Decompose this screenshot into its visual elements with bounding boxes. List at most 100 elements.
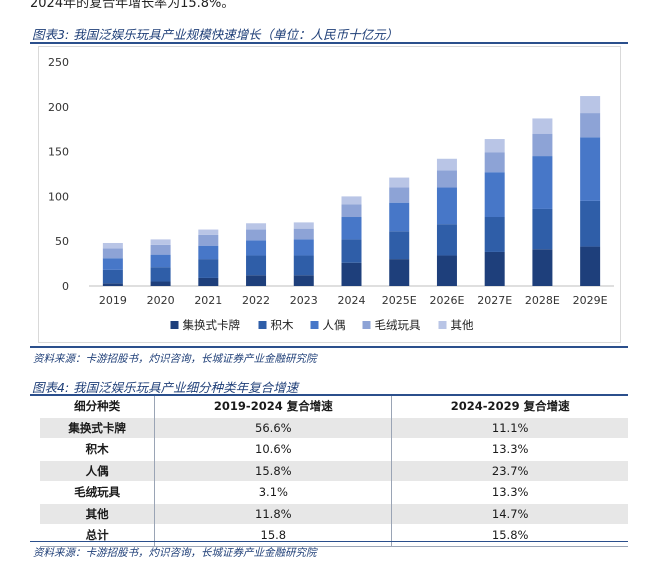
legend-label: 人偶 — [323, 318, 346, 332]
figure3-top-rule — [30, 42, 628, 44]
header-cagr-2024-2029: 2024-2029 复合增速 — [391, 396, 628, 417]
figure4-title: 图表4: 我国泛娱乐玩具产业细分种类年复合增速 — [32, 380, 299, 395]
row-cagr-2019-2024: 15.8% — [154, 459, 392, 482]
legend-swatch — [170, 321, 179, 329]
bar-segment — [341, 262, 362, 286]
bar-segment — [436, 224, 457, 256]
y-tick-label: 50 — [55, 235, 69, 248]
x-tick-label: 2029E — [573, 294, 608, 307]
cut-off-text: 2024年的复合年增长率为15.8%。 — [30, 0, 235, 11]
y-tick-label: 250 — [48, 56, 69, 69]
bar-segment — [436, 158, 457, 171]
bar-segment — [246, 275, 267, 286]
row-cagr-2024-2029: 13.3% — [391, 438, 628, 460]
x-tick-label: 2026E — [429, 294, 464, 307]
row-category: 毛绒玩具 — [40, 481, 155, 503]
y-tick-label: 150 — [48, 146, 69, 159]
bar-segment — [102, 242, 123, 249]
row-cagr-2019-2024: 11.8% — [154, 502, 392, 525]
bar-segment — [102, 269, 123, 284]
legend-label: 毛绒玩具 — [375, 318, 421, 332]
bar-segment — [293, 275, 314, 286]
bar-segment — [532, 156, 553, 209]
x-tick-label: 2021 — [194, 294, 222, 307]
bar-segment — [198, 234, 219, 246]
bar-segment — [532, 133, 553, 157]
bar-segment — [580, 246, 601, 286]
bar-segment — [246, 255, 267, 276]
bar-segment — [198, 277, 219, 286]
bar-segment — [389, 187, 410, 203]
legend-swatch — [310, 321, 319, 329]
bar-segment — [484, 139, 505, 153]
bar-segment — [150, 244, 171, 255]
table-row: 人偶 15.8% 23.7% — [40, 459, 628, 482]
figure4-bottom-rule — [30, 541, 628, 542]
figure4-top-rule — [30, 394, 628, 396]
row-cagr-2024-2029: 23.7% — [391, 459, 628, 482]
row-cagr-2019-2024: 56.6% — [154, 416, 392, 439]
bar-segment — [484, 251, 505, 286]
row-category: 人偶 — [40, 459, 155, 482]
bar-segment — [198, 245, 219, 260]
x-tick-label: 2024 — [338, 294, 366, 307]
bar-segment — [293, 222, 314, 229]
legend-label: 其他 — [451, 318, 474, 332]
bar-segment — [102, 283, 123, 286]
table-row: 积木 10.6% 13.3% — [40, 438, 628, 460]
row-cagr-2019-2024: 15.8 — [154, 524, 392, 547]
bar-segment — [341, 204, 362, 218]
table-header-row: 细分种类 2019-2024 复合增速 2024-2029 复合增速 — [40, 396, 628, 417]
chart-frame: 0 50 100 150 200 250 2019 2020 2021 2022 2023 2024 2… — [38, 46, 621, 343]
bar-segment — [150, 254, 171, 268]
legend-label: 积木 — [271, 318, 294, 332]
row-cagr-2019-2024: 3.1% — [154, 481, 392, 503]
bar-segment — [150, 267, 171, 282]
row-cagr-2019-2024: 10.6% — [154, 438, 392, 460]
row-category: 其他 — [40, 502, 155, 525]
bar-segment — [150, 281, 171, 286]
bar-segment — [198, 229, 219, 235]
legend-label: 集换式卡牌 — [183, 318, 241, 332]
row-cagr-2024-2029: 11.1% — [391, 416, 628, 439]
bar-segment — [150, 239, 171, 245]
bar-segment — [532, 249, 553, 286]
bar-segment — [484, 152, 505, 173]
x-tick-label: 2019 — [99, 294, 127, 307]
bar-segment — [389, 231, 410, 260]
y-tick-label: 200 — [48, 101, 69, 114]
bar-segment — [580, 200, 601, 247]
bar-segment — [293, 255, 314, 276]
bar-segment — [341, 196, 362, 205]
bar-segment — [246, 240, 267, 256]
legend-swatch — [362, 321, 371, 329]
row-category: 积木 — [40, 438, 155, 460]
bar-segment — [246, 223, 267, 230]
legend-swatch — [258, 321, 267, 329]
y-tick-label: 100 — [48, 190, 69, 203]
table-row: 集换式卡牌 56.6% 11.1% — [40, 416, 628, 439]
row-cagr-2024-2029: 15.8% — [391, 524, 628, 547]
bar-segment — [246, 229, 267, 241]
stacked-bar-chart: 0 50 100 150 200 250 2019 2020 2021 2022 2023 2024 2… — [48, 56, 614, 332]
bar-segment — [389, 177, 410, 188]
x-tick-label: 2025E — [382, 294, 417, 307]
y-tick-label: 0 — [62, 280, 69, 293]
row-category: 总计 — [40, 524, 155, 547]
x-tick-label: 2022 — [242, 294, 270, 307]
x-tick-label: 2027E — [477, 294, 512, 307]
table-row: 毛绒玩具 3.1% 13.3% — [40, 481, 628, 503]
bar-segment — [532, 208, 553, 250]
cagr-table: 细分种类 2019-2024 复合增速 2024-2029 复合增速 集换式卡牌… — [40, 396, 628, 547]
bar-segment — [341, 217, 362, 240]
bar-segment — [389, 202, 410, 232]
figure4-source: 资料来源：卡游招股书，灼识咨询，长城证券产业金融研究院 — [33, 547, 317, 559]
row-category: 集换式卡牌 — [40, 416, 155, 439]
bar-segment — [198, 259, 219, 278]
bar-segment — [580, 137, 601, 201]
bar-segment — [436, 170, 457, 188]
bar-segment — [102, 248, 123, 259]
bar-segment — [436, 255, 457, 286]
figure3-title: 图表3: 我国泛娱乐玩具产业规模快速增长（单位：人民币十亿元） — [32, 27, 399, 42]
row-cagr-2024-2029: 13.3% — [391, 481, 628, 503]
